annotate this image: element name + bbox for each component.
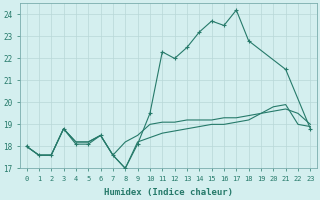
X-axis label: Humidex (Indice chaleur): Humidex (Indice chaleur): [104, 188, 233, 197]
